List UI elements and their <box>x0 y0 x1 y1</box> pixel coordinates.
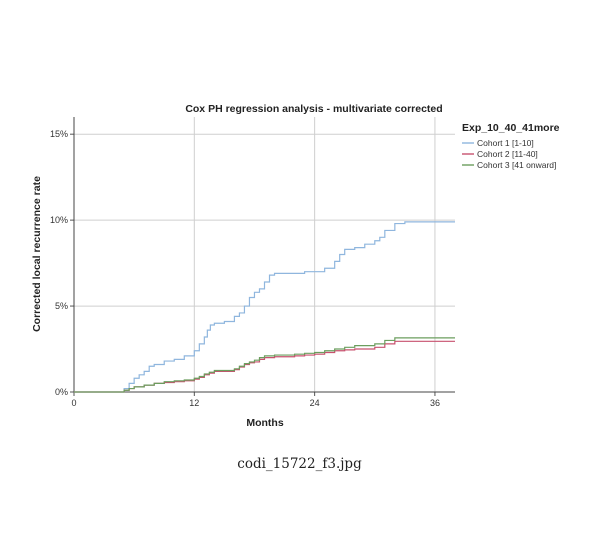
y-tick-label: 15% <box>50 129 68 139</box>
legend-label-cohort-1: Cohort 1 [1-10] <box>477 138 534 148</box>
y-tick-label: 0% <box>55 387 68 397</box>
x-tick-label: 24 <box>310 398 320 408</box>
x-tick-label: 36 <box>430 398 440 408</box>
y-axis-label: Corrected local recurrence rate <box>31 176 43 332</box>
series-lines <box>74 221 455 393</box>
figure-caption: codi_15722_f3.jpg <box>237 456 362 472</box>
series-line-cohort-3 <box>74 337 455 393</box>
legend-label-cohort-3: Cohort 3 [41 onward] <box>477 160 556 170</box>
tick-labels: 0% 5% 10% 15% 0 12 24 36 <box>50 129 440 408</box>
x-axis-label: Months <box>246 417 283 429</box>
legend: Exp_10_40_41more Cohort 1 [1-10]Cohort 2… <box>462 122 560 170</box>
legend-label-cohort-2: Cohort 2 [11-40] <box>477 149 538 159</box>
legend-items: Cohort 1 [1-10]Cohort 2 [11-40]Cohort 3 … <box>462 138 556 170</box>
legend-title: Exp_10_40_41more <box>462 122 560 134</box>
grid <box>74 117 455 392</box>
x-tick-label: 0 <box>71 398 76 408</box>
series-line-cohort-1 <box>74 221 455 393</box>
axes <box>70 117 455 396</box>
chart-title: Cox PH regression analysis - multivariat… <box>185 103 442 115</box>
y-tick-label: 5% <box>55 301 68 311</box>
y-tick-label: 10% <box>50 215 68 225</box>
x-tick-label: 12 <box>189 398 199 408</box>
